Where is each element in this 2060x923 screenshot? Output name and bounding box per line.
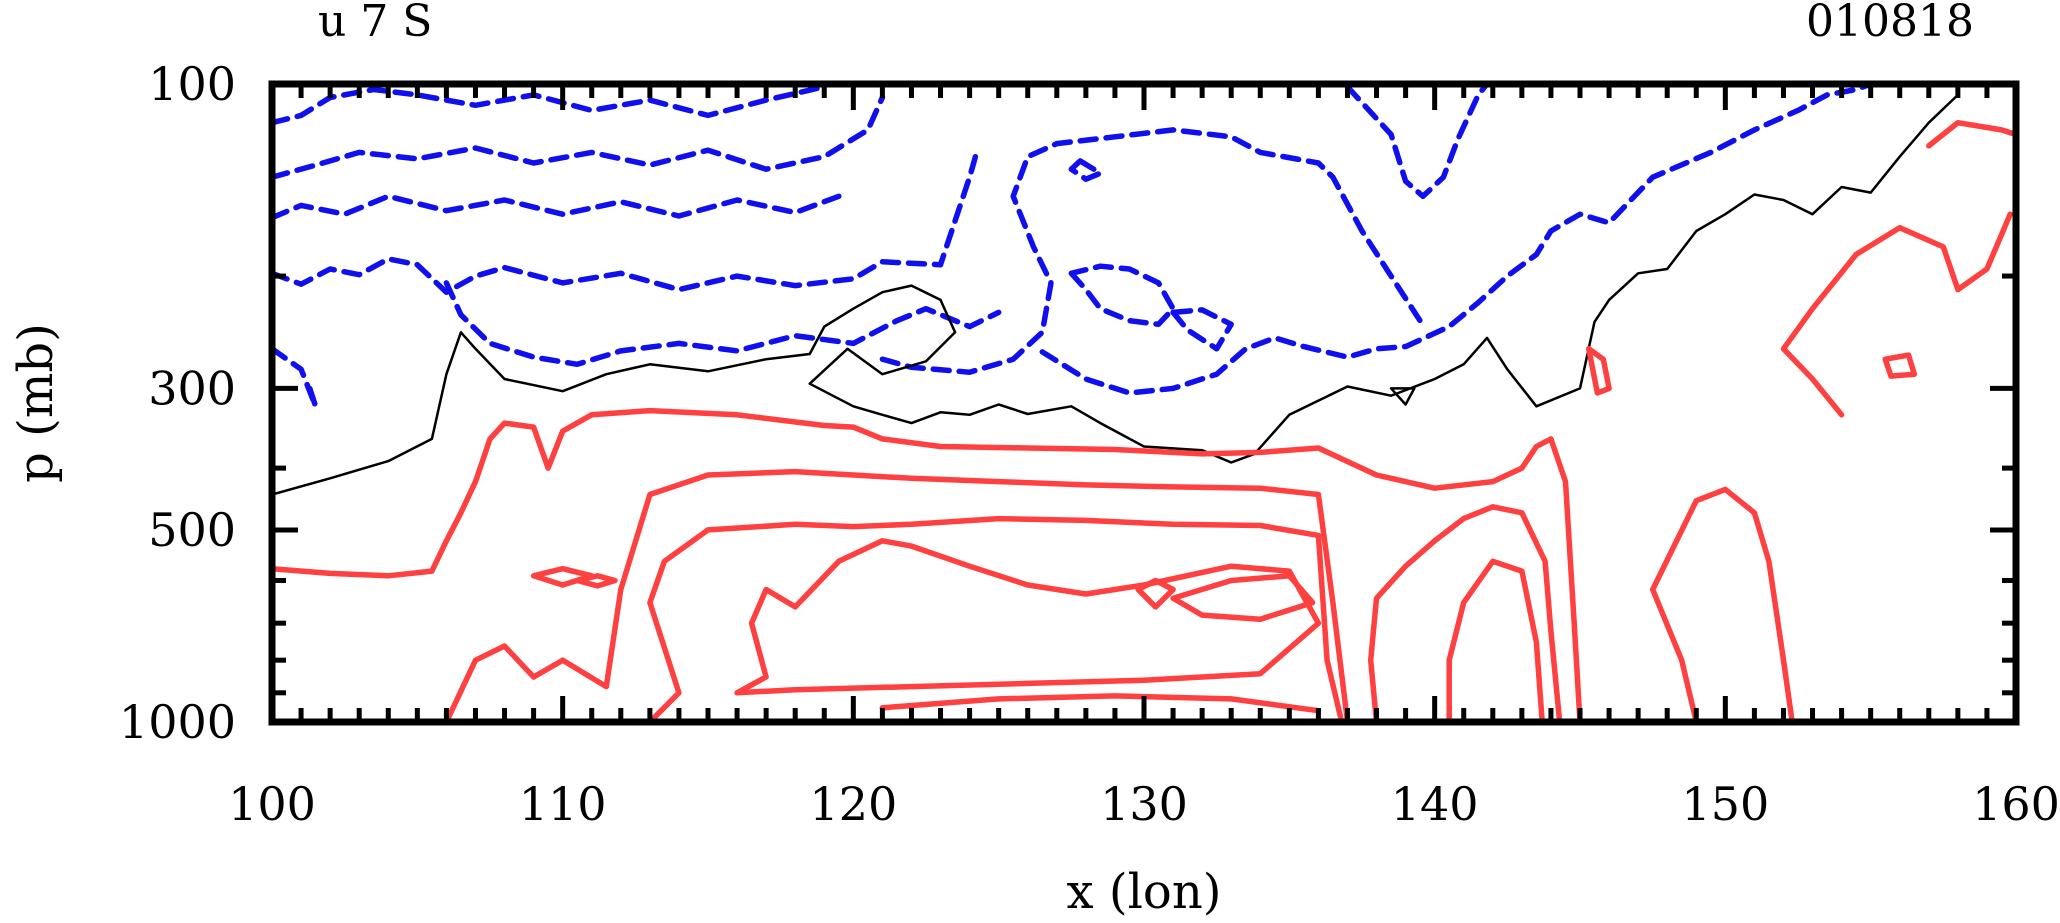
positive-east-4-contour [1882,352,1918,379]
x-axis-label: x (lon) [1067,864,1222,920]
positive-right-3-contour [1649,486,1795,722]
contour-lines [272,84,2016,722]
negative-7-contour [879,127,1423,375]
positive-east-3-contour [1585,346,1612,396]
x-tick-label: 130 [1100,777,1188,831]
x-tick-label: 150 [1681,777,1769,831]
y-tick-label: 1000 [119,695,236,749]
positive-east-1-contour [1367,504,1563,722]
x-tick-label: 140 [1391,777,1479,831]
y-tick-label: 300 [148,361,236,415]
y-tick-label: 100 [148,57,236,111]
x-tick-labels: 100 110 120 130 140 150 160 [228,777,2060,831]
negative-12-contour [1344,84,1490,200]
y-tick-label: 500 [148,503,236,557]
plot-frame [268,80,2020,726]
positive-right-1-contour [1780,211,2013,418]
zero-closed-contour [1389,387,1416,406]
negative-4-contour [272,153,979,295]
negative-1-contour [272,84,828,126]
x-tick-label: 100 [228,777,316,831]
negative-6-contour [443,280,1002,368]
zero-line-contour [272,93,1960,496]
positive-inner-6-contour [1135,577,1176,610]
negative-9-contour [1170,307,1234,352]
chart-title-right: 010818 [1806,0,1974,47]
negative-5-contour [272,346,319,410]
positive-inner-5-contour [1170,573,1316,622]
negative-8-contour [1068,263,1176,328]
positive-inner-4-contour [879,693,1322,714]
axis-ticks [269,81,2019,725]
negative-11-contour [1039,84,1874,396]
positive-right-2-contour [1926,119,2016,149]
positive-inner-1-contour [443,468,1351,722]
x-tick-label: 160 [1972,777,2060,831]
positive-inner-2-contour [647,515,1345,722]
y-tick-labels: 100 300 500 1000 [119,57,236,749]
chart-title-left: u 7 S [318,0,432,47]
positive-outer-contour [272,407,1583,722]
positive-east-2-contour [1446,558,1545,722]
negative-2-contour [272,94,886,180]
x-tick-label: 110 [519,777,607,831]
y-axis-label: p (mb) [8,323,64,483]
negative-10-contour [1068,158,1104,182]
negative-3-contour [272,193,842,221]
x-tick-label: 120 [809,777,897,831]
positive-small-2-contour [574,573,618,589]
positive-inner-3-contour [734,538,1322,696]
